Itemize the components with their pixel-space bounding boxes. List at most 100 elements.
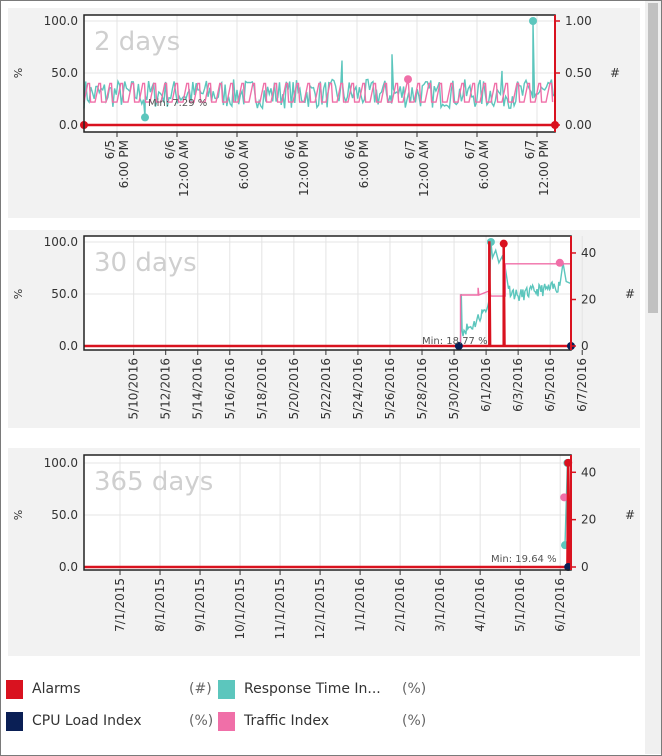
y2-tick-label: 20 xyxy=(581,292,596,306)
series-line-alarms xyxy=(84,241,571,348)
x-tick-label: 6/6 xyxy=(343,140,357,159)
x-tick-label: 9/1/2015 xyxy=(193,578,207,632)
x-tick-label: 6/3/2016 xyxy=(511,358,525,412)
y-tick-label: 100.0 xyxy=(44,235,78,249)
x-tick-label: 7/1/2015 xyxy=(113,578,127,632)
x-tick-label: 12/1/2015 xyxy=(313,578,327,640)
x-tick-label: 6/5 xyxy=(103,140,117,159)
y2-axis-label: # xyxy=(625,287,635,301)
y2-tick-label: 0.50 xyxy=(565,66,592,80)
x-tick-label: 11/1/2015 xyxy=(273,578,287,640)
vertical-scrollbar[interactable] xyxy=(645,1,661,754)
min-label: Min: 19.64 % xyxy=(491,554,557,565)
data-point xyxy=(529,17,537,25)
legend-swatch-response xyxy=(218,680,235,699)
y2-tick-label: 40 xyxy=(581,246,596,260)
min-label: Min: 18.77 % xyxy=(422,336,488,347)
plot-area xyxy=(84,455,571,570)
legend-swatch-alarms xyxy=(6,680,23,699)
x-tick-label: 6/7 xyxy=(523,140,537,159)
x-tick-label: 6/1/2016 xyxy=(553,578,567,632)
legend-swatch-traffic xyxy=(218,712,235,731)
x-tick-label: 6/1/2016 xyxy=(479,358,493,412)
x-tick-label: 12:00 PM xyxy=(297,140,311,196)
x-tick-label: 6/6 xyxy=(283,140,297,159)
x-tick-label: 12:00 AM xyxy=(417,140,431,197)
legend-swatch-cpu xyxy=(6,712,23,731)
legend-label: CPU Load Index xyxy=(32,713,142,729)
series-line-traffic-index xyxy=(83,82,554,103)
x-tick-label: 2/1/2016 xyxy=(393,578,407,632)
y-tick-label: 50.0 xyxy=(51,66,78,80)
x-tick-label: 6/7 xyxy=(403,140,417,159)
x-tick-label: 6/6 xyxy=(223,140,237,159)
x-tick-label: 10/1/2015 xyxy=(233,578,247,640)
legend-label: Alarms xyxy=(32,681,81,697)
y-tick-label: 0.0 xyxy=(59,560,78,574)
y2-axis-label: # xyxy=(625,508,635,522)
x-tick-label: 5/1/2016 xyxy=(513,578,527,632)
x-tick-label: 5/24/2016 xyxy=(351,358,365,420)
y-tick-label: 50.0 xyxy=(51,287,78,301)
y-tick-label: 0.0 xyxy=(59,339,78,353)
y2-tick-label: 0 xyxy=(581,339,589,353)
x-tick-label: 5/26/2016 xyxy=(383,358,397,420)
y2-tick-label: 40 xyxy=(581,465,596,479)
x-tick-label: 6:00 PM xyxy=(117,140,131,188)
scrollbar-thumb[interactable] xyxy=(648,3,658,313)
x-tick-label: 8/1/2015 xyxy=(153,578,167,632)
x-tick-label: 6/5/2016 xyxy=(543,358,557,412)
x-tick-label: 6:00 AM xyxy=(477,140,491,189)
data-point xyxy=(141,113,149,122)
y2-axis-label: # xyxy=(610,66,620,80)
y-tick-label: 50.0 xyxy=(51,508,78,522)
chart-title: 2 days xyxy=(94,27,180,57)
x-tick-label: 6/7/2016 xyxy=(575,358,589,412)
legend-label: Traffic Index xyxy=(244,713,330,729)
legend-unit: (%) xyxy=(402,681,427,697)
x-tick-label: 6/7 xyxy=(463,140,477,159)
x-tick-label: 4/1/2016 xyxy=(473,578,487,632)
x-tick-label: 5/12/2016 xyxy=(159,358,173,420)
x-tick-label: 3/1/2016 xyxy=(433,578,447,632)
y2-tick-label: 0.00 xyxy=(565,118,592,132)
x-tick-label: 5/30/2016 xyxy=(447,358,461,420)
data-point xyxy=(454,342,463,350)
data-point xyxy=(404,75,412,84)
x-tick-label: 6/6 xyxy=(163,140,177,159)
y-axis-label: % xyxy=(12,510,25,520)
y2-tick-label: 1.00 xyxy=(565,14,592,28)
data-point xyxy=(555,258,564,267)
x-tick-label: 6:00 AM xyxy=(237,140,251,189)
y-axis-label: % xyxy=(12,68,25,78)
chart-title: 365 days xyxy=(94,467,213,497)
data-point xyxy=(560,493,569,502)
legend-label: Response Time In... xyxy=(244,681,381,697)
legend-unit: (%) xyxy=(189,713,214,729)
y2-tick-label: 0 xyxy=(581,560,589,574)
x-tick-label: 5/14/2016 xyxy=(191,358,205,420)
x-tick-label: 1/1/2016 xyxy=(353,578,367,632)
x-tick-label: 5/16/2016 xyxy=(223,358,237,420)
x-tick-label: 5/18/2016 xyxy=(255,358,269,420)
series-line-alarms xyxy=(84,462,572,569)
chart-2: 365 days Min: 19.64 % 100.0 50.0 0.0 40 20 0% #7… xyxy=(12,454,635,640)
legend-unit: (%) xyxy=(402,713,427,729)
x-tick-label: 6:00 PM xyxy=(357,140,371,188)
y-axis-label: % xyxy=(12,289,25,299)
y-tick-label: 100.0 xyxy=(44,14,78,28)
x-tick-label: 12:00 PM xyxy=(537,140,551,196)
series-line-traffic-index xyxy=(459,263,571,346)
chart-0: 2 days Min: 7.29 % 100.0 50.0 0.0 1.00 0.50 0.0… xyxy=(12,14,620,197)
charts-canvas: 2 days Min: 7.29 % 100.0 50.0 0.0 1.00 0.50 0.0… xyxy=(12,14,635,640)
chart-title: 30 days xyxy=(94,248,197,278)
y2-tick-label: 20 xyxy=(581,513,596,527)
chart-1: 30 days Min: 18.77 % 100.0 50.0 0.0 40 20 0% #5/… xyxy=(12,235,635,420)
series-line-response-time-index xyxy=(459,241,572,347)
x-tick-label: 5/28/2016 xyxy=(415,358,429,420)
x-tick-label: 12:00 AM xyxy=(177,140,191,197)
x-tick-label: 5/10/2016 xyxy=(127,358,141,420)
x-tick-label: 5/22/2016 xyxy=(319,358,333,420)
y-tick-label: 0.0 xyxy=(59,118,78,132)
min-label: Min: 7.29 % xyxy=(148,98,207,109)
